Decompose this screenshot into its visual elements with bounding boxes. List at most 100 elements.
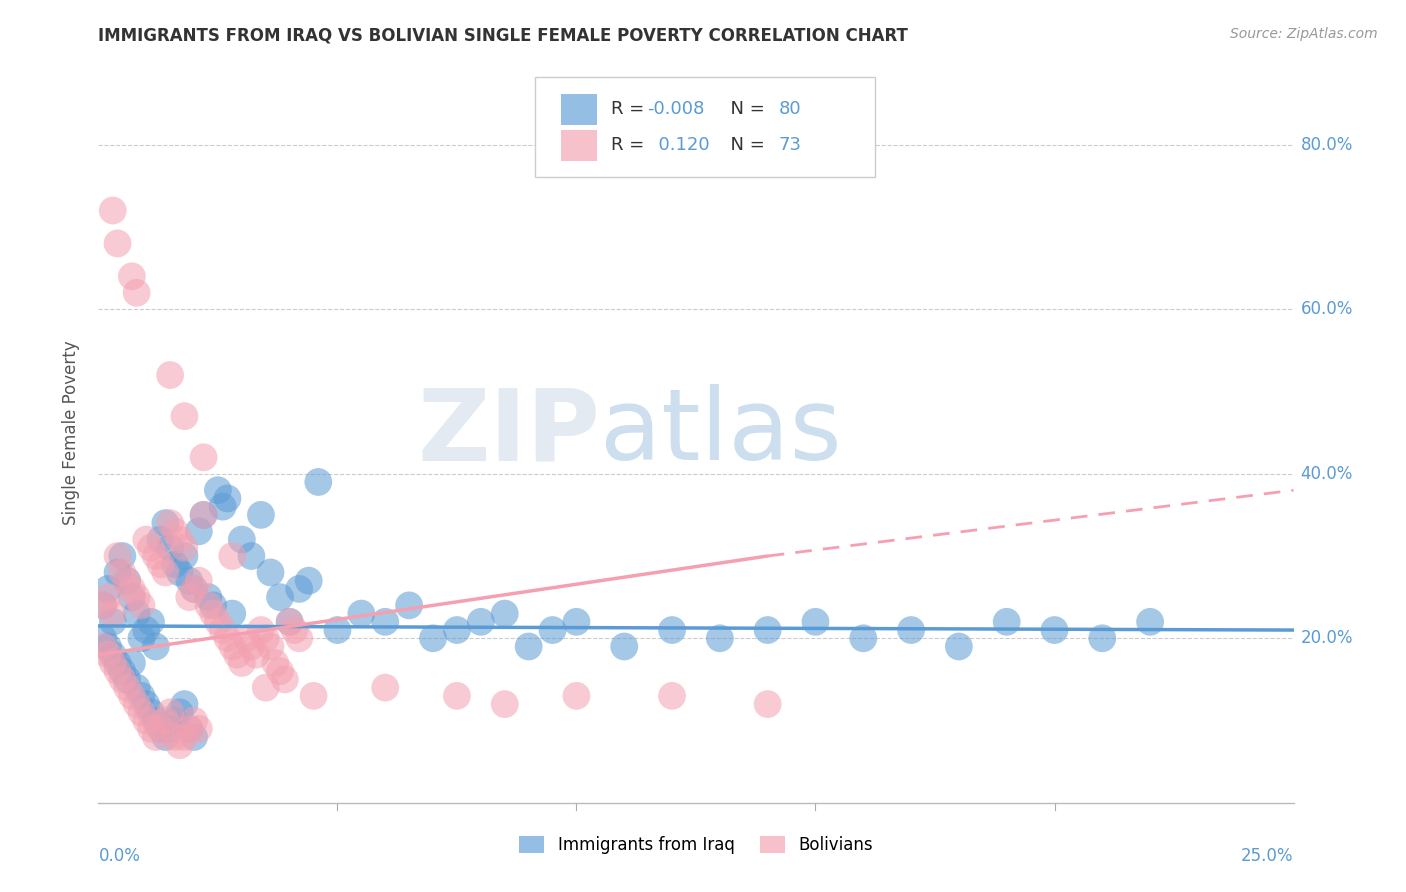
Text: N =: N =	[718, 100, 770, 118]
Point	[97, 640, 120, 654]
Point	[278, 615, 301, 629]
Point	[197, 599, 219, 613]
Point	[179, 722, 201, 736]
Point	[121, 656, 143, 670]
Point	[125, 681, 148, 695]
Point	[173, 730, 195, 744]
Point	[149, 722, 172, 736]
Point	[274, 673, 297, 687]
Point	[169, 533, 191, 547]
Point	[288, 632, 311, 646]
Point	[107, 664, 129, 678]
Point	[446, 623, 468, 637]
Point	[494, 607, 516, 621]
Point	[179, 590, 201, 604]
Point	[169, 706, 191, 720]
Point	[221, 607, 243, 621]
Point	[173, 549, 195, 563]
Text: ZIP: ZIP	[418, 384, 600, 481]
Point	[264, 656, 287, 670]
Point	[135, 623, 157, 637]
Point	[259, 640, 281, 654]
Point	[900, 623, 922, 637]
Point	[197, 590, 219, 604]
Point	[107, 236, 129, 251]
Point	[288, 582, 311, 596]
Point	[101, 648, 124, 662]
Point	[115, 574, 138, 588]
Point	[145, 714, 167, 728]
Point	[221, 640, 243, 654]
Point	[231, 533, 253, 547]
Point	[226, 648, 249, 662]
Point	[111, 549, 134, 563]
Point	[211, 500, 233, 514]
Point	[139, 615, 162, 629]
Point	[852, 632, 875, 646]
Point	[661, 623, 683, 637]
Point	[250, 623, 273, 637]
Point	[183, 714, 205, 728]
Point	[1043, 623, 1066, 637]
Point	[298, 574, 321, 588]
Point	[107, 566, 129, 580]
Point	[283, 623, 305, 637]
Point	[91, 599, 114, 613]
Point	[350, 607, 373, 621]
Point	[183, 582, 205, 596]
Point	[111, 664, 134, 678]
Point	[211, 623, 233, 637]
Point	[1139, 615, 1161, 629]
Point	[149, 558, 172, 572]
Point	[179, 574, 201, 588]
Text: R =: R =	[612, 100, 650, 118]
Point	[661, 689, 683, 703]
Text: IMMIGRANTS FROM IRAQ VS BOLIVIAN SINGLE FEMALE POVERTY CORRELATION CHART: IMMIGRANTS FROM IRAQ VS BOLIVIAN SINGLE …	[98, 27, 908, 45]
Point	[121, 269, 143, 284]
Point	[187, 524, 209, 539]
Point	[155, 714, 177, 728]
Point	[217, 632, 239, 646]
Point	[145, 730, 167, 744]
Point	[422, 632, 444, 646]
Point	[155, 516, 177, 530]
Point	[101, 615, 124, 629]
Point	[1091, 632, 1114, 646]
Point	[91, 599, 114, 613]
Point	[307, 475, 329, 489]
Text: 25.0%: 25.0%	[1241, 847, 1294, 865]
Point	[131, 689, 153, 703]
Point	[173, 697, 195, 711]
Point	[121, 582, 143, 596]
Point	[131, 632, 153, 646]
Point	[254, 681, 277, 695]
Point	[709, 632, 731, 646]
Point	[101, 656, 124, 670]
Point	[235, 632, 257, 646]
Point	[145, 549, 167, 563]
Point	[202, 607, 225, 621]
Point	[125, 285, 148, 300]
Point	[470, 615, 492, 629]
Point	[91, 640, 114, 654]
Point	[163, 524, 186, 539]
Point	[613, 640, 636, 654]
Point	[374, 615, 396, 629]
Point	[111, 566, 134, 580]
Point	[446, 689, 468, 703]
Point	[254, 632, 277, 646]
Point	[121, 689, 143, 703]
Point	[131, 706, 153, 720]
Point	[207, 615, 229, 629]
Point	[278, 615, 301, 629]
Text: 60.0%: 60.0%	[1301, 301, 1353, 318]
Text: Source: ZipAtlas.com: Source: ZipAtlas.com	[1230, 27, 1378, 41]
Point	[193, 508, 215, 522]
Point	[565, 615, 588, 629]
Point	[179, 722, 201, 736]
Point	[97, 582, 120, 596]
Point	[240, 549, 263, 563]
Point	[121, 590, 143, 604]
Point	[169, 738, 191, 752]
Point	[125, 697, 148, 711]
